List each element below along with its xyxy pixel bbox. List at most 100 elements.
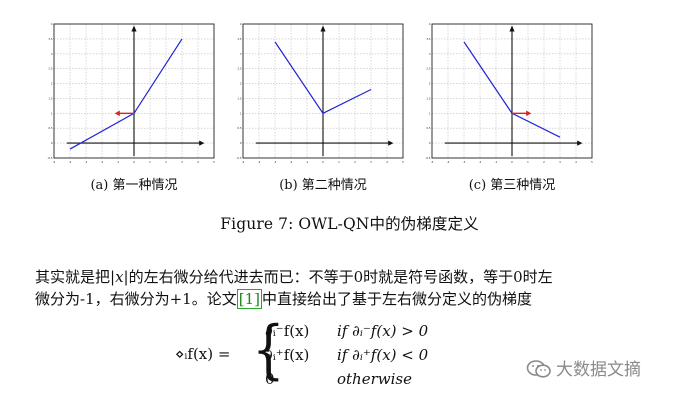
plot-frame — [242, 23, 404, 159]
y-axis-arrowhead — [320, 25, 326, 32]
x-tick-label: -4 — [69, 160, 72, 164]
x-tick-label: -3 — [274, 160, 277, 164]
para-text: 中直接给出了基于左右微分定义的伪梯度 — [261, 290, 532, 308]
y-tick-label: 1.5 — [426, 96, 430, 100]
series-line — [69, 38, 183, 150]
x-tick-label: -1 — [495, 160, 498, 164]
x-tick-label: 4 — [386, 160, 388, 164]
y-tick-label: 0.5 — [48, 126, 52, 130]
x-axis-arrowhead — [199, 140, 205, 146]
x-tick-label: 2 — [543, 160, 545, 164]
x-tick-label: -5 — [431, 160, 434, 164]
y-tick-label: 2 — [240, 82, 242, 86]
inline-math: |x| — [110, 268, 129, 286]
x-tick-label: 3 — [559, 160, 561, 164]
direction-arrowhead — [114, 110, 120, 117]
x-tick-label: 3 — [370, 160, 372, 164]
figure-caption: Figure 7: OWL-QN中的伪梯度定义 — [220, 215, 479, 233]
equation-expr: ∂ᵢ⁺f(x) — [265, 346, 310, 364]
x-tick-label: 1 — [149, 160, 151, 164]
body-paragraph-line-1: 其实就是把|x|的左右微分给代进去而已：不等于0时就是符号函数，等于0时左 — [35, 266, 675, 288]
para-text: 微分为-1，右微分为+1。论文 — [35, 290, 237, 308]
y-tick-label: 2 — [429, 82, 431, 86]
y-tick-label: 4 — [51, 22, 53, 26]
subcaption-a: (a) 第一种情况 — [90, 178, 178, 193]
y-tick-label: -0.5 — [425, 156, 430, 160]
subcaption-c: (c) 第三种情况 — [468, 178, 556, 193]
x-tick-label: -4 — [258, 160, 261, 164]
y-tick-label: 1.5 — [48, 96, 52, 100]
y-tick-label: 3 — [51, 52, 53, 56]
y-tick-label: 3.5 — [48, 37, 52, 41]
y-tick-label: 2 — [51, 82, 53, 86]
y-tick-label: 0 — [429, 141, 431, 145]
x-tick-label: 1 — [338, 160, 340, 164]
x-tick-label: 2 — [165, 160, 167, 164]
x-axis-arrowhead — [388, 140, 394, 146]
chart-b-svg: -5 -4 -3 -2 -1 0 1 2 3 4 5 -0.5 0 0.5 1 1.5 2 2.5 3 3.5 4 — [236, 22, 404, 164]
equation-expr: ∂ᵢ⁻f(x) — [265, 322, 310, 340]
y-tick-label: 1 — [429, 111, 431, 115]
x-axis-arrowhead — [577, 140, 583, 146]
x-tick-label: -5 — [242, 160, 245, 164]
subplot-b: -5 -4 -3 -2 -1 0 1 2 3 4 5 -0.5 0 0.5 1 1.5 2 2.5 3 3.5 4 — [233, 18, 413, 168]
series-line — [274, 41, 372, 115]
y-tick-label: 0 — [240, 141, 242, 145]
y-tick-label: 2.5 — [426, 67, 430, 71]
equation-lhs: ⋄ᵢf(x) = — [175, 345, 231, 363]
watermark-text: 大数据文摘 — [556, 360, 641, 380]
y-tick-label: 1.5 — [237, 96, 241, 100]
left-brace: { — [252, 313, 285, 387]
x-tick-label: 4 — [575, 160, 577, 164]
y-tick-label: 3.5 — [426, 37, 430, 41]
subplot-a: -5 -4 -3 -2 -1 0 1 2 3 4 5 -0.5 0 0.5 1 1.5 2 2.5 3 3.5 4 — [44, 18, 224, 168]
x-tick-label: 5 — [402, 160, 404, 164]
y-tick-label: 3 — [240, 52, 242, 56]
y-tick-label: 3.5 — [237, 37, 241, 41]
y-tick-label: 4 — [240, 22, 242, 26]
chart-c-svg: -5 -4 -3 -2 -1 0 1 2 3 4 5 -0.5 0 0.5 1 1.5 2 2.5 3 3.5 4 — [425, 22, 593, 164]
direction-arrowhead — [526, 110, 532, 117]
y-tick-label: 1 — [240, 111, 242, 115]
body-paragraph-line-2: 微分为-1，右微分为+1。论文 [1] 中直接给出了基于左右微分定义的伪梯度 — [35, 288, 675, 310]
y-tick-label: 1 — [51, 111, 53, 115]
x-tick-label: -3 — [85, 160, 88, 164]
x-tick-label: -1 — [306, 160, 309, 164]
plot-frame — [431, 23, 593, 159]
citation-link[interactable]: [1] — [236, 289, 262, 309]
y-tick-label: -0.5 — [236, 156, 241, 160]
x-tick-label: 5 — [213, 160, 215, 164]
x-tick-label: 0 — [133, 160, 135, 164]
x-tick-label: 1 — [527, 160, 529, 164]
x-tick-label: 3 — [181, 160, 183, 164]
y-tick-label: 0.5 — [237, 126, 241, 130]
y-tick-label: -0.5 — [47, 156, 52, 160]
x-tick-label: 2 — [354, 160, 356, 164]
equation-expr: 0 — [265, 370, 275, 388]
para-text: 的左右微分给代进去而已：不等于0时就是符号函数，等于0时左 — [128, 268, 553, 286]
plot-frame — [53, 23, 215, 159]
x-tick-label: -3 — [463, 160, 466, 164]
y-tick-label: 2.5 — [48, 67, 52, 71]
equation-condition: otherwise — [337, 370, 412, 388]
equation-condition: if ∂ᵢ⁻f(x) > 0 — [337, 322, 429, 340]
x-tick-label: 5 — [591, 160, 593, 164]
y-tick-label: 4 — [429, 22, 431, 26]
chart-a-svg: -5 -4 -3 -2 -1 0 1 2 3 4 5 -0.5 0 0.5 1 1.5 2 2.5 3 3.5 4 — [47, 22, 215, 164]
x-tick-label: -1 — [117, 160, 120, 164]
y-tick-label: 0.5 — [426, 126, 430, 130]
x-tick-label: -4 — [447, 160, 450, 164]
x-tick-label: -2 — [101, 160, 104, 164]
subplot-c: -5 -4 -3 -2 -1 0 1 2 3 4 5 -0.5 0 0.5 1 1.5 2 2.5 3 3.5 4 — [422, 18, 602, 168]
x-tick-label: -2 — [479, 160, 482, 164]
y-axis-arrowhead — [131, 25, 137, 32]
equation-condition: if ∂ᵢ⁺f(x) < 0 — [337, 346, 429, 364]
y-tick-label: 2.5 — [237, 67, 241, 71]
wechat-icon — [526, 360, 551, 378]
y-axis-arrowhead — [509, 25, 515, 32]
subcaption-b: (b) 第二种情况 — [279, 178, 367, 193]
x-tick-label: 0 — [322, 160, 324, 164]
para-text: 其实就是把 — [35, 268, 111, 286]
x-tick-label: 4 — [197, 160, 199, 164]
x-tick-label: 0 — [511, 160, 513, 164]
